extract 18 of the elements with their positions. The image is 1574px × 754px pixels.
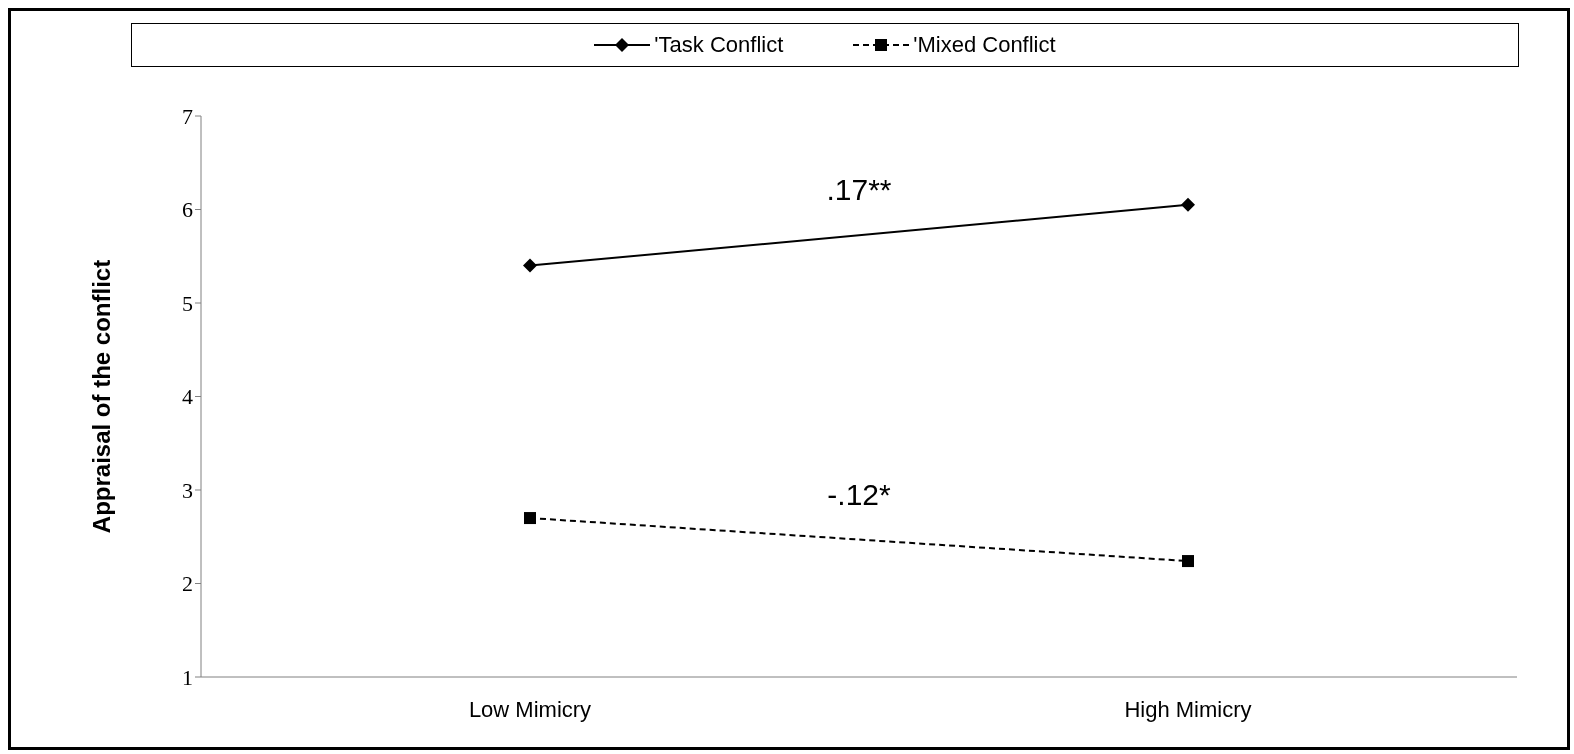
x-tick-label: High Mimicry	[1124, 696, 1252, 722]
point	[524, 512, 536, 525]
y-tick-label: 7	[182, 103, 193, 129]
legend-label: 'Mixed Conflict	[913, 32, 1056, 58]
point	[1181, 197, 1195, 212]
legend-label: 'Task Conflict	[654, 32, 784, 58]
annotation: -.12*	[826, 477, 892, 512]
point	[523, 258, 537, 273]
y-tick-label: 5	[182, 290, 193, 316]
x-tick-label: Low Mimicry	[468, 696, 592, 722]
annotation: .17**	[825, 173, 893, 208]
y-tick-label: 6	[182, 197, 193, 223]
y-tick-label: 3	[182, 477, 193, 503]
y-tick-label: 2	[182, 571, 193, 597]
y-tick-label: 1	[182, 664, 193, 690]
point	[1182, 555, 1194, 568]
y-tick-label: 4	[182, 384, 193, 410]
y-axis-title: Appraisal of the conflict	[87, 259, 115, 534]
